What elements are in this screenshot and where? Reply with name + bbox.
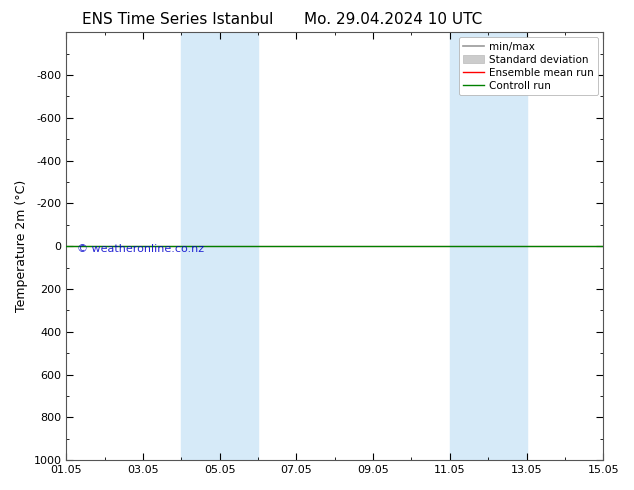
Bar [488,32,526,460]
Y-axis label: Temperature 2m (°C): Temperature 2m (°C) [15,180,28,312]
Bar [181,32,220,460]
Bar [450,32,488,460]
Bar [220,32,258,460]
Text: © weatheronline.co.nz: © weatheronline.co.nz [77,244,204,254]
Legend: min/max, Standard deviation, Ensemble mean run, Controll run: min/max, Standard deviation, Ensemble me… [459,37,598,95]
Text: ENS Time Series Istanbul: ENS Time Series Istanbul [82,12,273,27]
Text: Mo. 29.04.2024 10 UTC: Mo. 29.04.2024 10 UTC [304,12,482,27]
